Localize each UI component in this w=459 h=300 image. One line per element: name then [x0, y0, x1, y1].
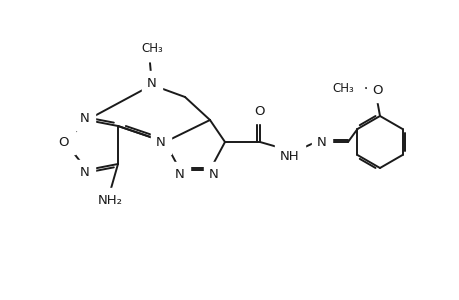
Text: NH: NH — [280, 149, 299, 163]
Text: N: N — [156, 136, 166, 148]
Text: CH₃: CH₃ — [331, 82, 353, 94]
Text: N: N — [316, 136, 326, 148]
Text: N: N — [209, 167, 218, 181]
Text: O: O — [372, 83, 382, 97]
Text: N: N — [80, 112, 90, 124]
Text: N: N — [80, 166, 90, 178]
Text: N: N — [175, 167, 185, 181]
Text: CH₃: CH₃ — [141, 42, 162, 55]
Text: NH₂: NH₂ — [97, 194, 122, 206]
Text: N: N — [147, 76, 157, 89]
Text: O: O — [59, 136, 69, 148]
Text: O: O — [254, 104, 265, 118]
